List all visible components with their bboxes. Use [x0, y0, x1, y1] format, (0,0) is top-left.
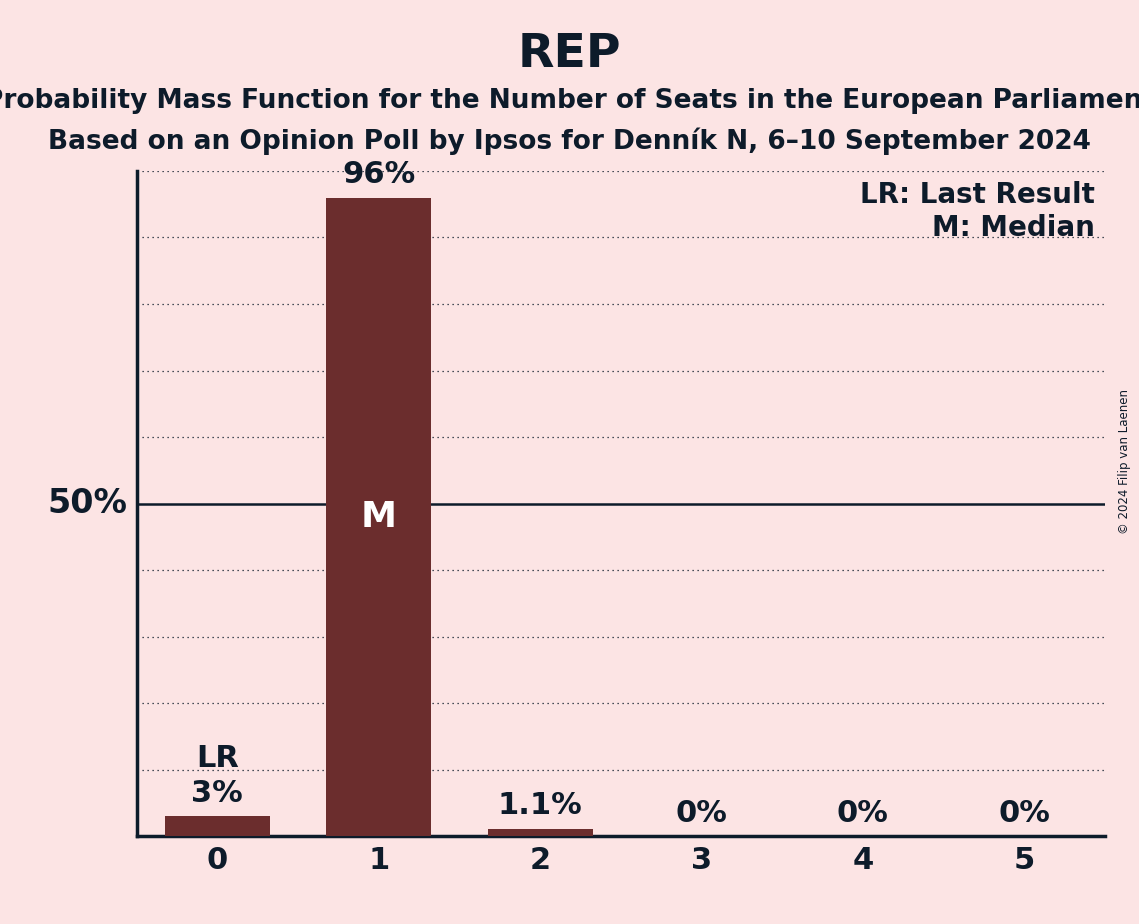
Text: Probability Mass Function for the Number of Seats in the European Parliament: Probability Mass Function for the Number…: [0, 88, 1139, 114]
Text: 50%: 50%: [47, 487, 128, 520]
Text: 3%: 3%: [191, 779, 244, 808]
Text: Based on an Opinion Poll by Ipsos for Denník N, 6–10 September 2024: Based on an Opinion Poll by Ipsos for De…: [48, 128, 1091, 155]
Text: M: Median: M: Median: [933, 214, 1095, 242]
Text: REP: REP: [518, 32, 621, 78]
Bar: [165, 816, 270, 836]
Text: M: M: [361, 500, 396, 534]
Text: 1.1%: 1.1%: [498, 791, 582, 821]
Bar: [487, 829, 592, 836]
Bar: [326, 198, 432, 836]
Text: LR: LR: [196, 744, 239, 773]
Text: 0%: 0%: [837, 798, 888, 828]
Text: 0%: 0%: [675, 798, 728, 828]
Text: LR: Last Result: LR: Last Result: [860, 181, 1095, 209]
Text: 0%: 0%: [998, 798, 1050, 828]
Text: 96%: 96%: [342, 160, 416, 188]
Text: © 2024 Filip van Laenen: © 2024 Filip van Laenen: [1118, 390, 1131, 534]
